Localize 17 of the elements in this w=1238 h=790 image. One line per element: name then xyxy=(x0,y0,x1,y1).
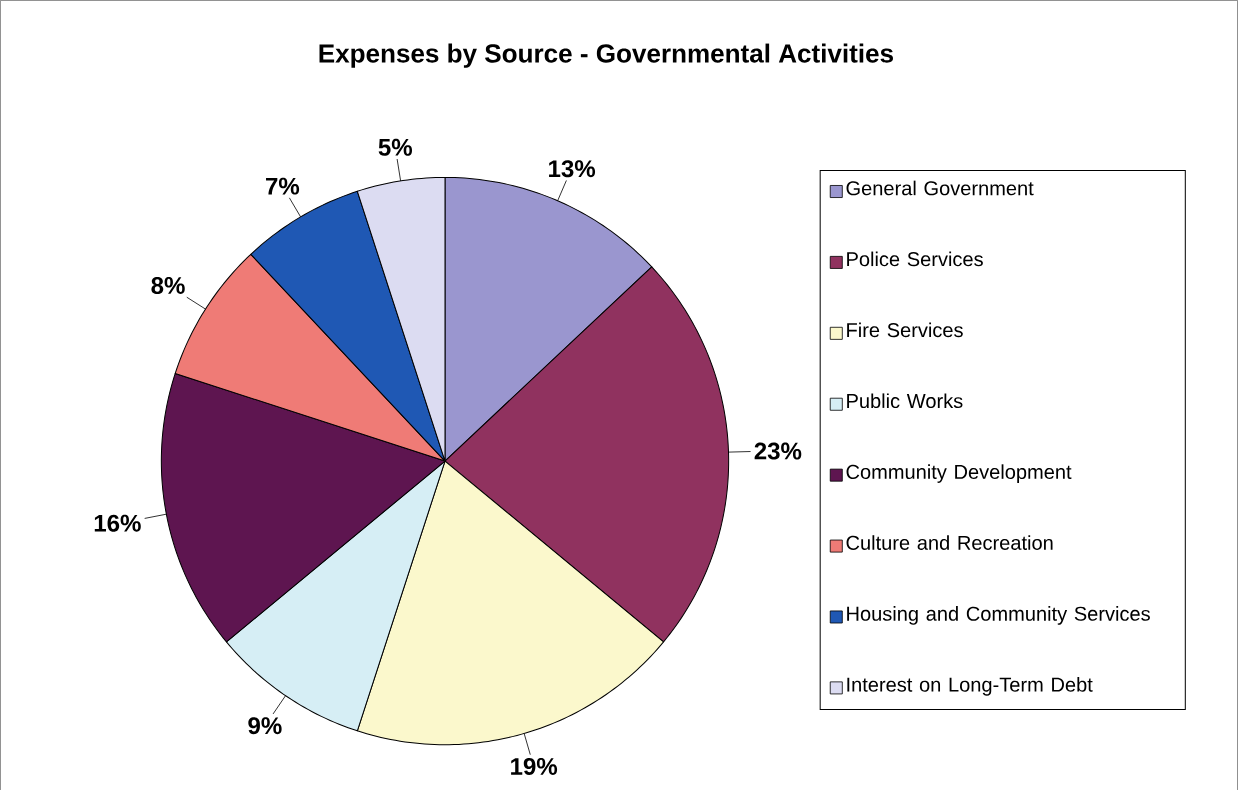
data-label: 8% xyxy=(151,276,185,294)
legend-label: Fire Services xyxy=(847,322,963,337)
legend-label: General Government xyxy=(846,180,1034,196)
data-label: 23% xyxy=(754,442,802,460)
data-label: 9% xyxy=(248,716,282,735)
legend-label: Police Services xyxy=(847,251,983,267)
legend-label: Housing and Community Services xyxy=(847,605,1150,625)
data-label: 19% xyxy=(511,757,558,775)
legend-label: Community Development xyxy=(846,464,1072,483)
data-label: 13% xyxy=(549,159,596,178)
legend-label: Public Works xyxy=(847,393,963,408)
legend-label: Culture and Recreation xyxy=(846,535,1053,550)
data-label: 5% xyxy=(378,138,412,156)
data-label: 16% xyxy=(94,514,141,532)
legend-label: Interest on Long-Term Debt xyxy=(847,676,1093,696)
chart-title: Expenses by Source - Governmental Activities xyxy=(319,43,893,68)
data-label: 7% xyxy=(266,177,300,195)
